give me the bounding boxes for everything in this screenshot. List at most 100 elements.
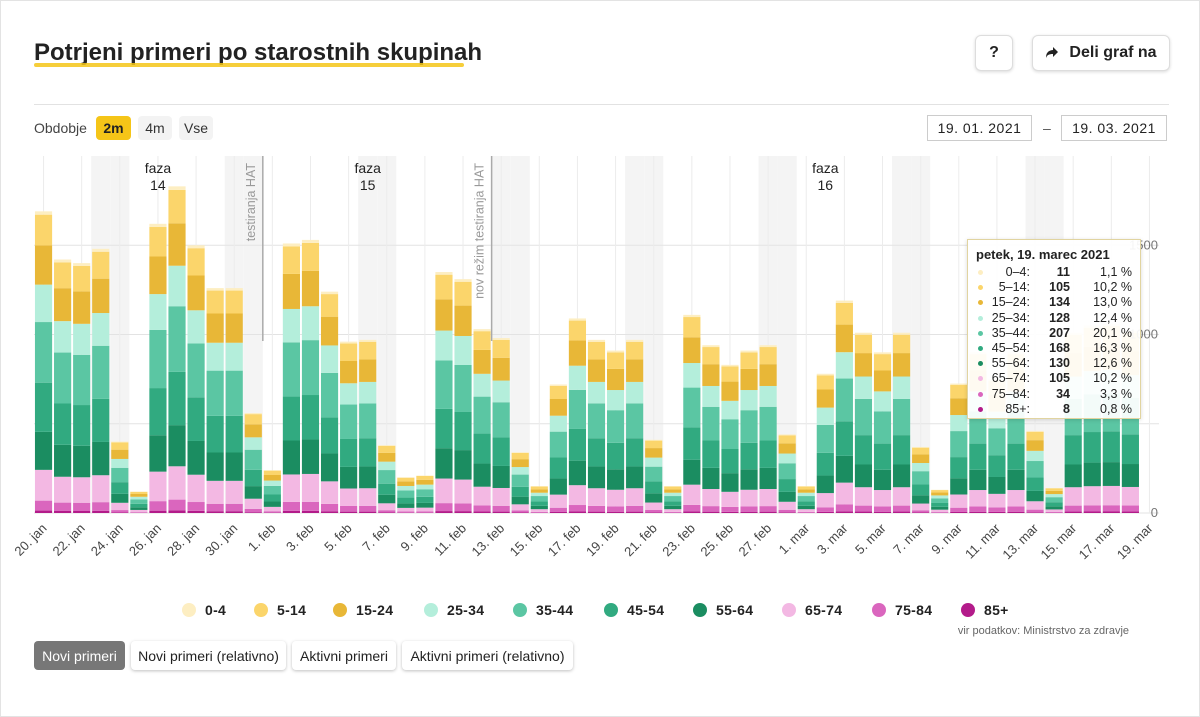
bar-segment-75-84[interactable] (912, 510, 930, 513)
bar-segment-0-4[interactable] (740, 350, 758, 353)
bar-segment-15-24[interactable] (626, 359, 644, 382)
bar-segment-75-84[interactable] (1083, 505, 1101, 512)
bar-segment-25-34[interactable] (359, 381, 377, 404)
bar-segment-75-84[interactable] (397, 511, 415, 513)
bar-segment-75-84[interactable] (225, 503, 243, 512)
bar-segment-25-34[interactable] (492, 380, 510, 403)
bar-segment-15-24[interactable] (73, 291, 91, 324)
bar-segment-45-54[interactable] (1045, 502, 1063, 507)
bar-segment-75-84[interactable] (759, 506, 777, 512)
bar-segment-25-34[interactable] (721, 400, 739, 420)
bar-segment-65-74[interactable] (606, 489, 625, 507)
bar-segment-85+[interactable] (359, 511, 377, 513)
bar-segment-15-24[interactable] (130, 494, 148, 497)
bar-segment-15-24[interactable] (149, 256, 167, 295)
bar-segment-65-74[interactable] (683, 484, 701, 505)
bar-segment-35-44[interactable] (187, 343, 205, 398)
bar-segment-5-14[interactable] (378, 445, 396, 453)
bar-segment-65-74[interactable] (73, 477, 91, 503)
bar-segment-65-74[interactable] (778, 501, 796, 510)
bar-segment-75-84[interactable] (54, 502, 72, 511)
bar-segment-55-64[interactable] (778, 491, 796, 502)
bar-segment-0-4[interactable] (378, 445, 396, 446)
bar-segment-35-44[interactable] (263, 485, 281, 495)
bar-segment-5-14[interactable] (454, 281, 472, 306)
bar-segment-0-4[interactable] (435, 272, 453, 275)
bar-segment-85+[interactable] (168, 510, 186, 513)
bar-segment-35-44[interactable] (320, 372, 339, 418)
bar-segment-35-44[interactable] (1007, 411, 1025, 444)
bar-segment-65-74[interactable] (435, 478, 453, 504)
bar-segment-75-84[interactable] (1121, 505, 1139, 512)
bar-segment-75-84[interactable] (740, 506, 758, 512)
bar-segment-65-74[interactable] (530, 509, 548, 512)
bar-segment-65-74[interactable] (92, 475, 110, 503)
bar-segment-15-24[interactable] (568, 340, 587, 366)
bar-segment-15-24[interactable] (664, 489, 682, 493)
bar-segment-45-54[interactable] (664, 501, 682, 506)
date-from-input[interactable]: 19. 01. 2021 (927, 115, 1032, 141)
bar-segment-5-14[interactable] (606, 352, 625, 369)
bar-segment-85+[interactable] (759, 511, 777, 513)
bar-segment-85+[interactable] (1064, 511, 1082, 513)
bar-segment-5-14[interactable] (473, 331, 491, 350)
tab-active-cases-relative[interactable]: Aktivni primeri (relativno) (402, 641, 573, 670)
bar-segment-65-74[interactable] (1007, 490, 1025, 507)
bar-segment-5-14[interactable] (111, 442, 129, 450)
bar-segment-35-44[interactable] (111, 467, 129, 483)
bar-segment-45-54[interactable] (244, 469, 262, 487)
bar-segment-45-54[interactable] (225, 415, 243, 453)
bar-segment-65-74[interactable] (721, 491, 739, 507)
bar-segment-35-44[interactable] (244, 449, 262, 470)
bar-segment-5-14[interactable] (416, 475, 434, 480)
bar-segment-25-34[interactable] (301, 306, 320, 341)
bar-segment-45-54[interactable] (740, 442, 758, 470)
bar-segment-5-14[interactable] (778, 435, 796, 444)
bar-segment-35-44[interactable] (854, 398, 873, 436)
bar-segment-75-84[interactable] (149, 501, 167, 511)
bar-segment-65-74[interactable] (130, 509, 148, 513)
bar-segment-55-64[interactable] (378, 494, 396, 504)
bar-segment-85+[interactable] (1007, 511, 1025, 513)
bar-segment-35-44[interactable] (92, 345, 110, 399)
bar-segment-15-24[interactable] (301, 270, 320, 307)
bar-segment-5-14[interactable] (187, 248, 205, 276)
bar-segment-25-34[interactable] (854, 376, 873, 399)
bar-segment-85+[interactable] (111, 512, 129, 513)
bar-segment-55-64[interactable] (111, 493, 129, 503)
bar-segment-35-44[interactable] (492, 402, 510, 438)
bar-segment-5-14[interactable] (683, 317, 701, 338)
bar-segment-55-64[interactable] (416, 502, 434, 508)
bar-segment-45-54[interactable] (683, 427, 701, 460)
bar-segment-15-24[interactable] (778, 443, 796, 454)
bar-segment-35-44[interactable] (664, 496, 682, 502)
bar-segment-75-84[interactable] (473, 505, 491, 512)
bar-segment-35-44[interactable] (435, 360, 453, 409)
bar-segment-75-84[interactable] (111, 510, 129, 513)
bar-segment-15-24[interactable] (854, 353, 873, 377)
bar-segment-85+[interactable] (988, 511, 1006, 513)
bar-segment-65-74[interactable] (416, 507, 434, 512)
bar-segment-85+[interactable] (282, 510, 300, 513)
bar-segment-45-54[interactable] (130, 503, 148, 508)
bar-segment-0-4[interactable] (282, 243, 300, 247)
bar-segment-0-4[interactable] (206, 288, 224, 291)
bar-segment-85+[interactable] (1102, 511, 1120, 513)
bar-segment-65-74[interactable] (149, 471, 167, 502)
bar-segment-65-74[interactable] (759, 489, 777, 507)
bar-segment-75-84[interactable] (282, 501, 300, 511)
bar-segment-5-14[interactable] (92, 251, 110, 279)
bar-segment-75-84[interactable] (835, 504, 853, 512)
bar-segment-65-74[interactable] (912, 503, 930, 511)
bar-segment-0-4[interactable] (950, 383, 968, 386)
bar-segment-45-54[interactable] (111, 482, 129, 494)
bar-segment-75-84[interactable] (378, 510, 396, 513)
bar-segment-35-44[interactable] (626, 403, 644, 439)
bar-segment-85+[interactable] (244, 512, 262, 513)
bar-segment-45-54[interactable] (92, 398, 110, 442)
bar-segment-5-14[interactable] (225, 290, 243, 314)
bar-segment-5-14[interactable] (282, 246, 300, 274)
bar-segment-85+[interactable] (816, 511, 834, 513)
bar-segment-55-64[interactable] (873, 469, 892, 491)
bar-segment-45-54[interactable] (530, 501, 548, 506)
